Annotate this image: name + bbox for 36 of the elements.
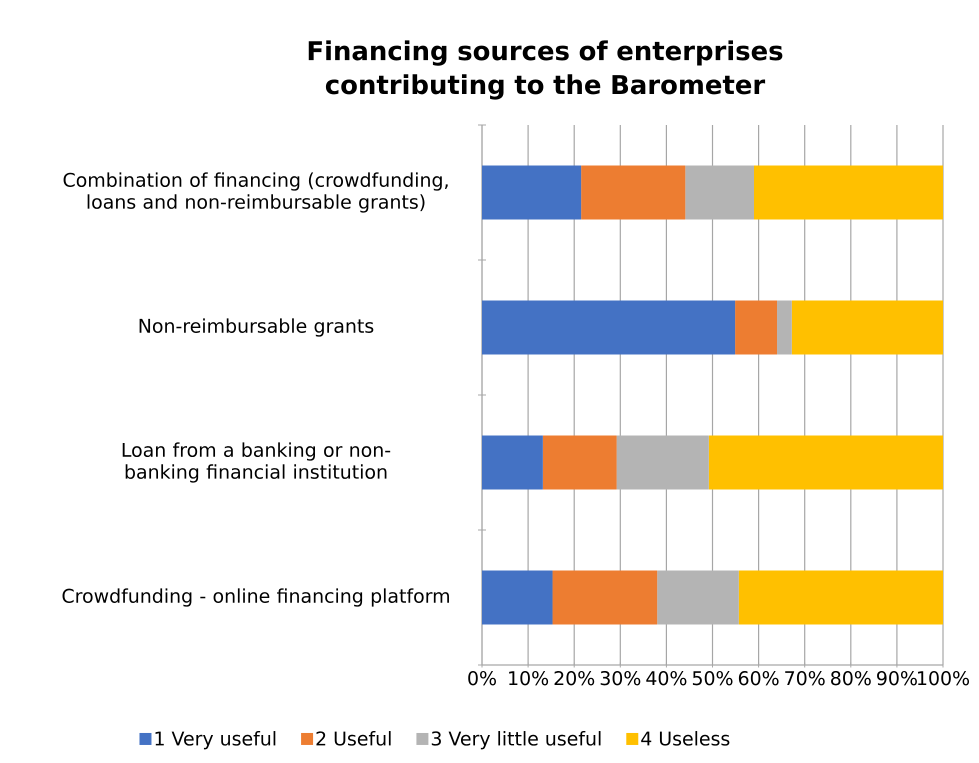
- bar: [735, 300, 778, 354]
- bar: [792, 300, 944, 354]
- bar: [708, 435, 944, 490]
- y-tick-label: Loan from a banking or non-banking financial institution: [122, 442, 390, 483]
- x-tick-label: 50%: [692, 671, 732, 686]
- bar: [482, 165, 582, 220]
- x-tick-label: 60%: [738, 671, 779, 686]
- x-tick-label: 40%: [646, 671, 686, 686]
- x-tick-label: 20%: [554, 671, 594, 686]
- bar: [482, 570, 553, 624]
- x-tick-label: 80%: [831, 671, 871, 686]
- bar: [616, 435, 709, 490]
- bar: [657, 570, 739, 624]
- y-tick-label: Crowdfunding - online financing platform: [62, 588, 449, 607]
- bar: [777, 300, 792, 354]
- bar: [754, 165, 944, 220]
- x-tick-label: 10%: [509, 671, 548, 686]
- x-tick-label: 100%: [918, 671, 970, 686]
- x-tick-label: 30%: [600, 671, 640, 686]
- x-tick-label: 90%: [877, 671, 917, 686]
- bar: [542, 435, 617, 490]
- y-tick-label: Non-reimbursable grants: [140, 318, 374, 337]
- chart-title: Financing sources of enterprises contributing to the Barometer: [308, 40, 782, 100]
- bar: [482, 300, 736, 354]
- bar: [738, 570, 944, 624]
- legend-label: 1 Very useful: [156, 731, 276, 750]
- x-tick-label: 0%: [468, 671, 496, 686]
- bar: [685, 165, 754, 220]
- legend-label: 3 Very little useful: [432, 731, 600, 750]
- legend-label: 4 Useless: [641, 731, 730, 746]
- legend-label: 2 Useful: [316, 731, 391, 746]
- y-tick-label: Combination of financing (crowdfunding, loans and non-reimbursable grants): [64, 172, 448, 213]
- x-tick-label: 70%: [785, 671, 825, 686]
- bar: [552, 570, 658, 624]
- bar: [482, 435, 543, 490]
- bar: [581, 165, 686, 220]
